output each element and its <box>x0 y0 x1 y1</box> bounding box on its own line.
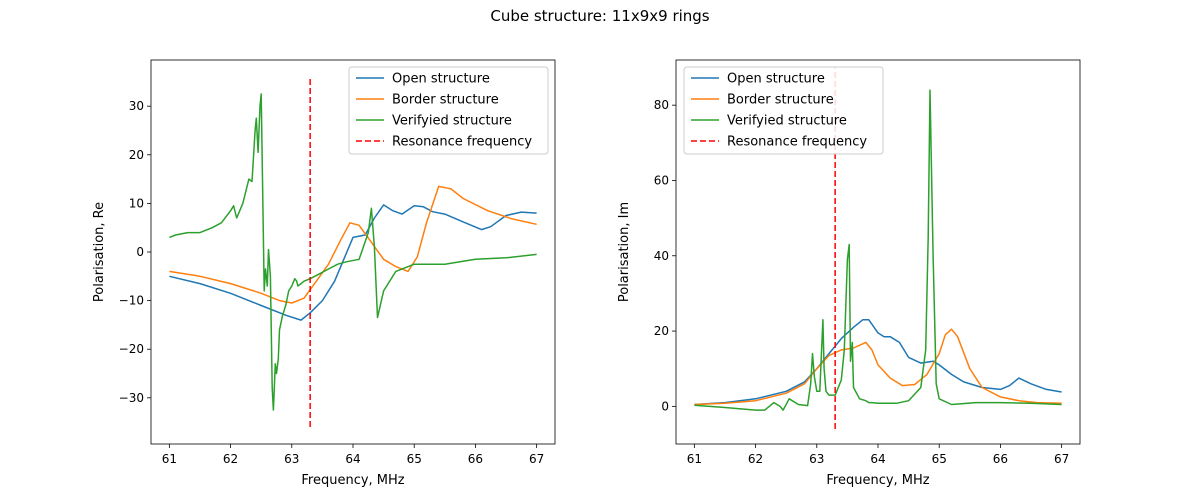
im-series-open-line <box>694 319 1062 406</box>
re-ytick-label: −30 <box>119 391 144 405</box>
re-ytick-label: −10 <box>119 294 144 308</box>
im-legend-label-resonance: Resonance frequency <box>727 135 867 150</box>
im-legend-label-open: Open structure <box>727 72 825 87</box>
re-series-border-line <box>169 185 537 304</box>
im-polarisation-chart: 61 62 63 64 65 66 67 0 20 40 60 80 Frequency, MHz Pol… <box>617 59 1081 488</box>
re-series-open-line <box>169 204 537 321</box>
re-legend-box <box>348 66 549 155</box>
im-xtick-label: 65 <box>932 452 947 466</box>
re-xtick-label: 66 <box>468 452 483 466</box>
im-y-axis-label: Polarisation, Im <box>617 202 632 302</box>
figure-title: Cube structure: 11x9x9 rings <box>490 7 709 25</box>
im-ytick-label: 40 <box>654 249 669 263</box>
im-xtick-label: 61 <box>687 452 702 466</box>
im-ytick-label: 60 <box>654 173 669 187</box>
im-xtick-label: 63 <box>809 452 824 466</box>
im-legend-label-border: Border structure <box>727 93 834 108</box>
im-ytick-label: 80 <box>654 98 669 112</box>
re-xtick-label: 67 <box>529 452 544 466</box>
im-xtick-label: 67 <box>1054 452 1069 466</box>
re-xtick-label: 62 <box>223 452 238 466</box>
im-legend-box <box>683 66 884 155</box>
im-xtick-label: 66 <box>993 452 1008 466</box>
re-x-axis-label: Frequency, MHz <box>301 473 404 488</box>
im-ytick-label: 20 <box>654 324 669 338</box>
re-series-verified-line <box>169 93 537 411</box>
im-series-verified-line <box>694 89 1062 411</box>
re-legend-label-resonance: Resonance frequency <box>392 135 532 150</box>
im-legend-label-verified: Verifyied structure <box>727 114 847 129</box>
re-ytick-label: 20 <box>129 148 144 162</box>
re-xtick-label: 61 <box>162 452 177 466</box>
re-xtick-label: 65 <box>407 452 422 466</box>
re-legend-label-open: Open structure <box>392 72 490 87</box>
im-ytick-label: 0 <box>661 399 669 413</box>
re-ytick-label: 10 <box>129 196 144 210</box>
re-ytick-label: 0 <box>136 245 144 259</box>
im-xtick-label: 64 <box>870 452 885 466</box>
re-legend-label-verified: Verifyied structure <box>392 114 512 129</box>
re-y-axis-label: Polarisation, Re <box>92 202 107 302</box>
re-ytick-label: −20 <box>119 342 144 356</box>
im-series-border-line <box>694 328 1062 406</box>
re-xtick-label: 64 <box>345 452 360 466</box>
re-ytick-label: 30 <box>129 99 144 113</box>
re-legend-label-border: Border structure <box>392 93 499 108</box>
im-x-axis-label: Frequency, MHz <box>826 473 929 488</box>
re-xtick-label: 63 <box>284 452 299 466</box>
re-polarisation-chart: 61 62 63 64 65 66 67 −30 −20 −10 0 10 20 30 Frequency,… <box>92 59 556 488</box>
im-xtick-label: 62 <box>748 452 763 466</box>
